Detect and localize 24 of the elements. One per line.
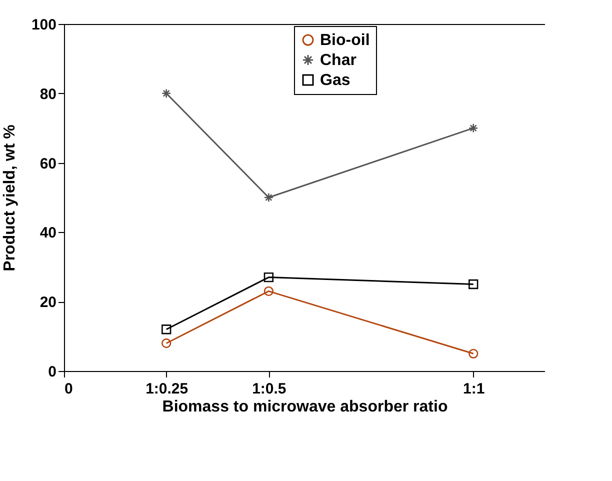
point	[468, 123, 478, 133]
point	[162, 324, 172, 334]
point	[162, 88, 172, 98]
x-tick-label: 1:1	[463, 380, 485, 398]
x-tick-label: 1:0.5	[252, 380, 286, 398]
y-tick-label: 80	[40, 86, 56, 103]
y-tick-label: 40	[40, 224, 56, 242]
point	[264, 272, 274, 282]
point	[264, 192, 274, 202]
x-tick-label: 1:0.25	[146, 380, 188, 398]
point	[264, 286, 274, 296]
y-tick-label: 100	[31, 16, 56, 34]
legend-label: Char	[320, 52, 356, 69]
point	[468, 348, 478, 358]
legend-label: Gas	[320, 72, 350, 89]
legend-label: Bio-oil	[320, 32, 370, 49]
x-axis-title: Biomass to microwave absorber ratio	[162, 398, 448, 416]
x-tick-label: 0	[64, 380, 73, 398]
y-tick-label: 0	[48, 364, 56, 380]
point	[468, 279, 478, 290]
y-tick-label: 20	[40, 294, 56, 312]
y-axis-title: Product yield, wt %	[1, 124, 18, 272]
point	[162, 338, 172, 348]
y-tick-label: 60	[40, 155, 56, 172]
